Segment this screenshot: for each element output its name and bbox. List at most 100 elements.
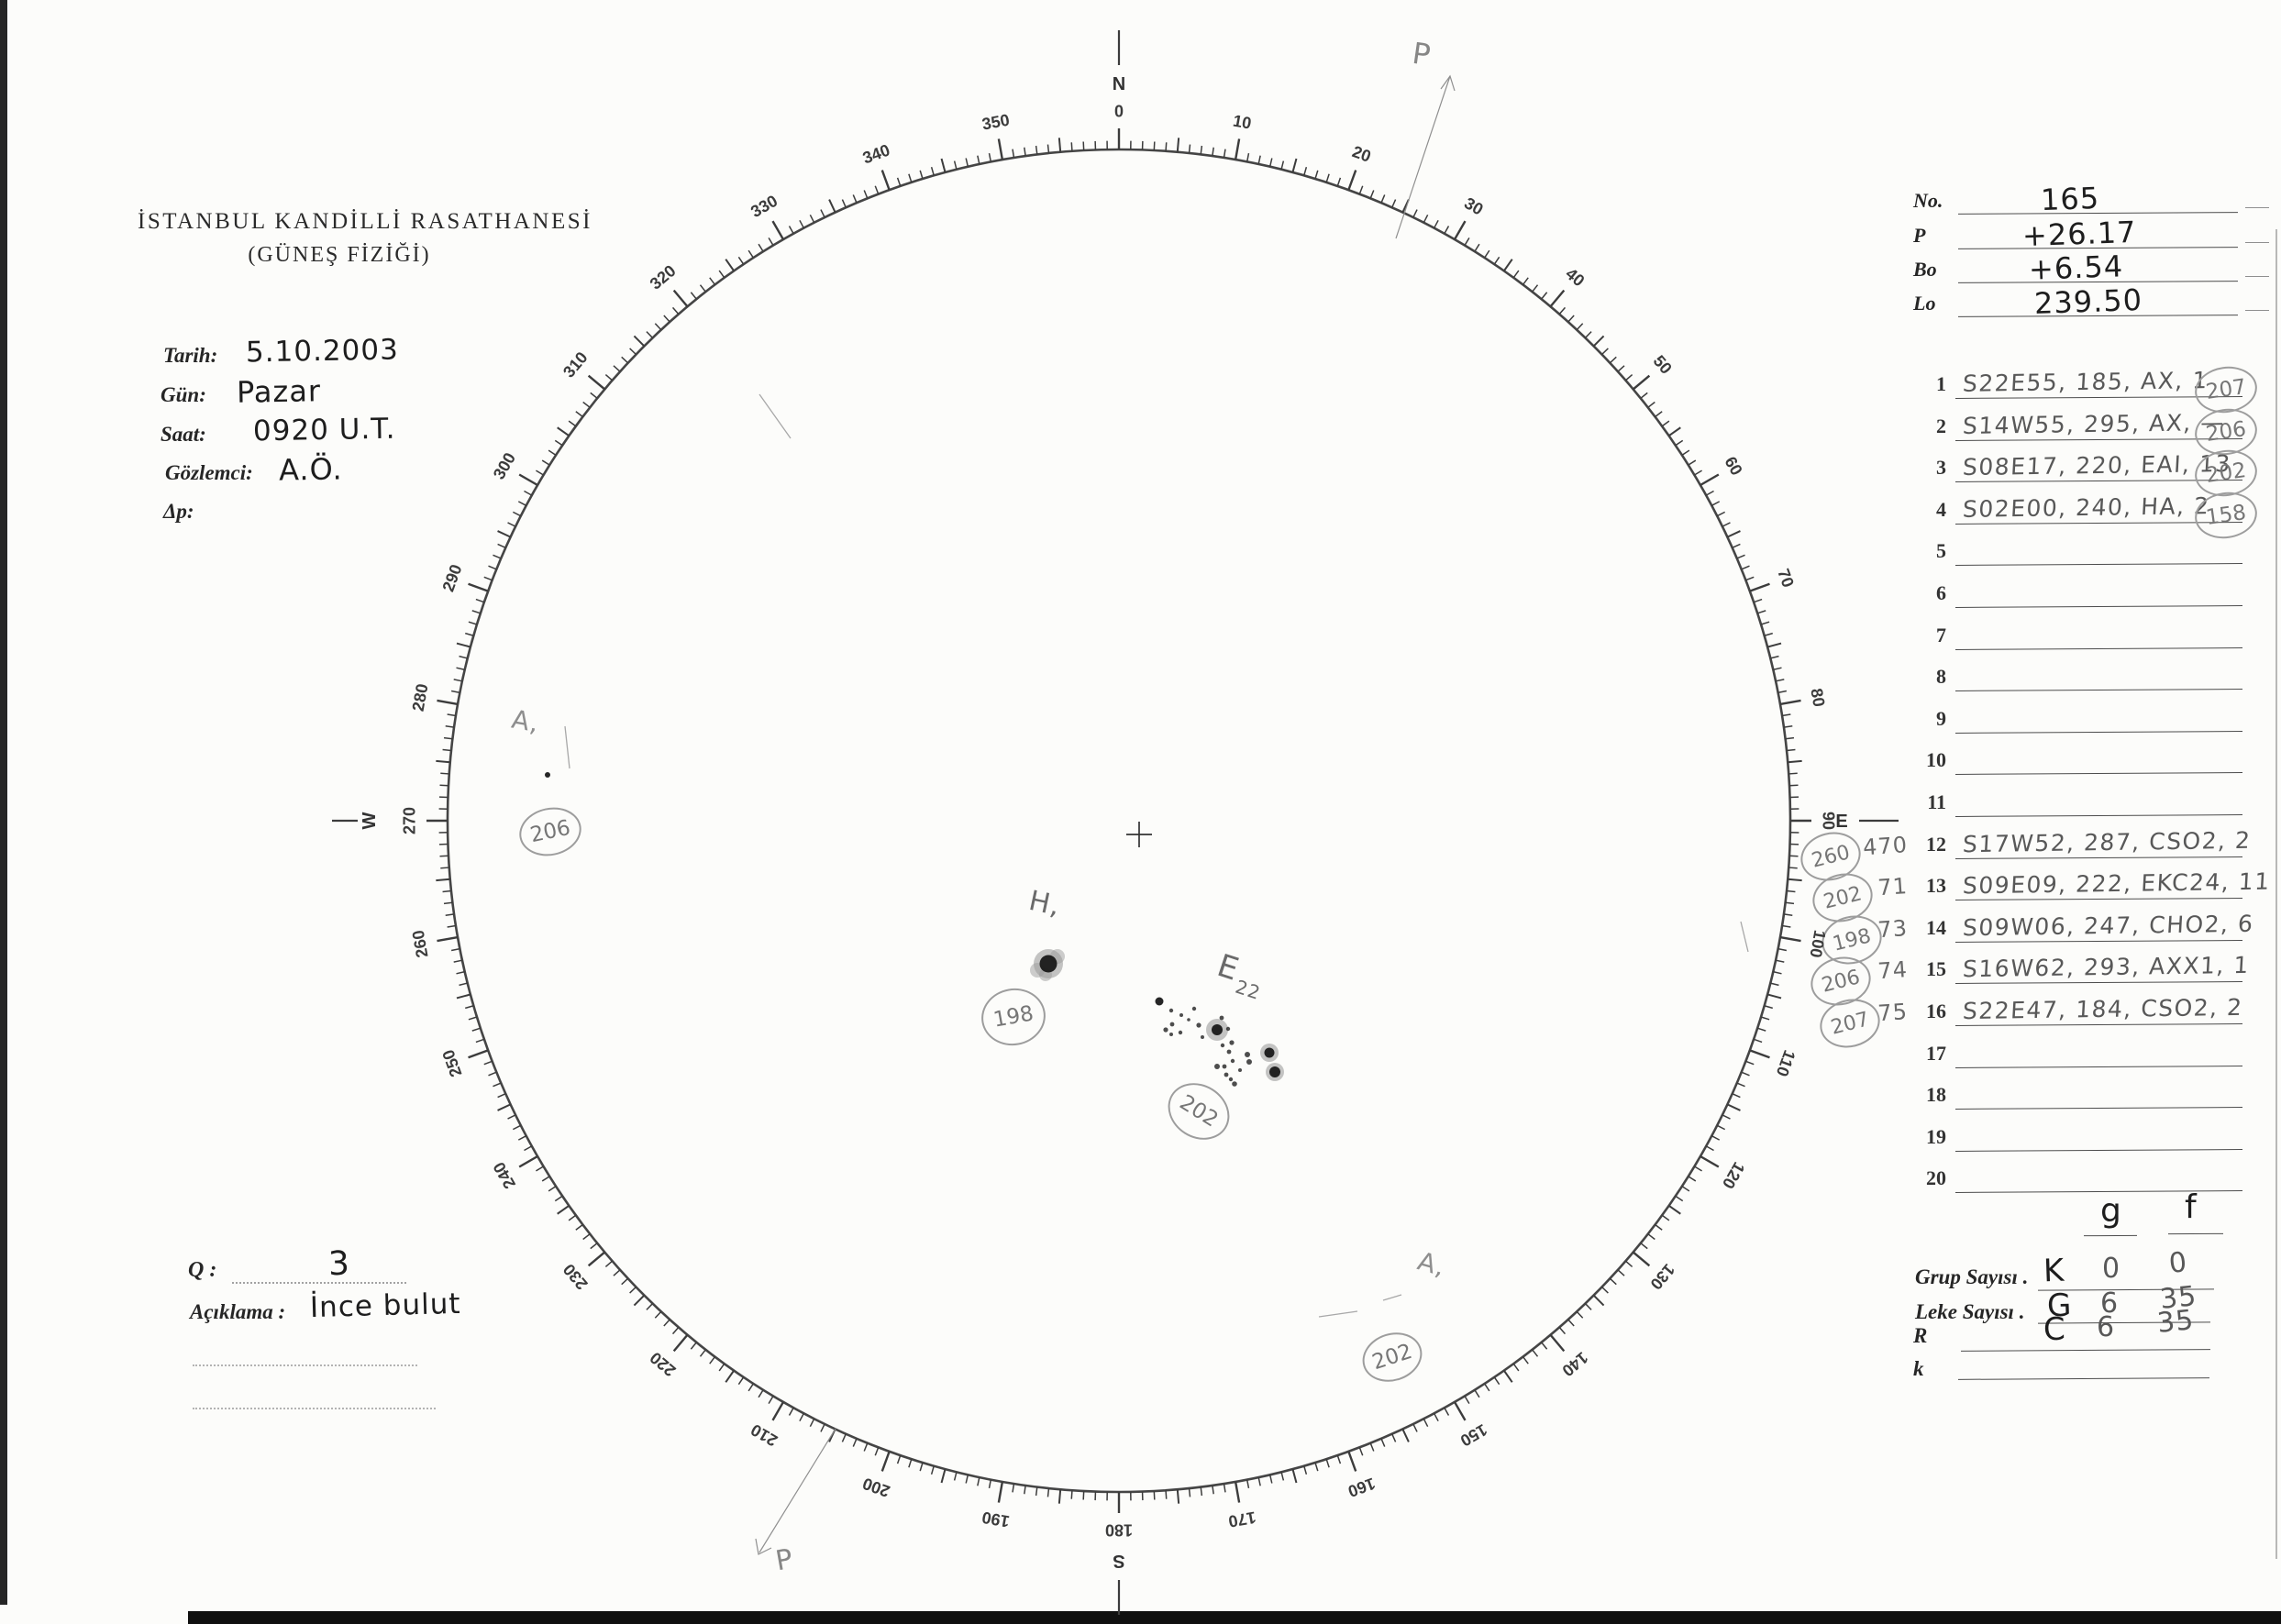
degree-tick xyxy=(633,1294,646,1307)
degree-tick xyxy=(718,1363,725,1372)
degree-tick xyxy=(1401,1428,1410,1442)
degree-tick xyxy=(1291,1468,1298,1484)
degree-tick xyxy=(459,982,468,987)
degree-tick xyxy=(1433,219,1439,229)
degree-tick xyxy=(459,655,468,659)
degree-tick xyxy=(1640,392,1648,399)
degree-tick xyxy=(1770,655,1779,659)
degree-tick xyxy=(1632,1251,1651,1267)
degree-tick xyxy=(1165,142,1168,151)
degree-label: 90 xyxy=(1820,812,1838,830)
degree-tick xyxy=(1617,365,1625,372)
degree-tick xyxy=(1325,1458,1330,1468)
degree-tick xyxy=(1773,970,1782,975)
degree-tick xyxy=(977,155,980,165)
degree-tick xyxy=(1336,177,1342,187)
totals-col-header-g: g xyxy=(2100,1192,2122,1230)
degree-tick xyxy=(1640,1243,1648,1250)
degree-tick xyxy=(518,1154,538,1168)
sunspot xyxy=(1269,1066,1280,1077)
degree-tick xyxy=(874,1447,880,1456)
degree-tick xyxy=(690,292,697,300)
sunspot xyxy=(1212,1024,1223,1035)
degree-tick xyxy=(1741,565,1750,570)
degree-tick xyxy=(1749,1049,1770,1059)
sunspot-speck xyxy=(1163,1027,1168,1033)
degree-tick xyxy=(1223,1483,1226,1493)
degree-tick xyxy=(1785,901,1795,905)
degree-tick xyxy=(1303,167,1308,176)
degree-tick xyxy=(1756,610,1766,614)
row-number: 7 xyxy=(1936,623,1946,646)
sunspot-speck xyxy=(1222,1064,1227,1069)
degree-tick xyxy=(613,1269,621,1276)
degree-tick xyxy=(896,177,902,187)
degree-label: 310 xyxy=(559,348,592,381)
degree-tick xyxy=(1777,947,1788,952)
degree-tick xyxy=(1176,1489,1180,1504)
degree-tick xyxy=(1688,1176,1697,1182)
degree-tick xyxy=(1785,736,1795,740)
degree-tick xyxy=(654,323,662,331)
degree-tick xyxy=(737,1376,745,1386)
degree-tick xyxy=(1781,713,1791,717)
sunspot-speck xyxy=(1230,1058,1235,1064)
degree-tick xyxy=(1391,1433,1397,1442)
degree-tick xyxy=(672,1333,689,1353)
degree-tick xyxy=(1726,1103,1741,1111)
degree-tick xyxy=(575,411,583,418)
degree-tick xyxy=(436,878,450,882)
degree-tick xyxy=(575,1223,583,1231)
degree-tick xyxy=(771,220,785,240)
degree-tick xyxy=(1391,199,1397,208)
degree-tick xyxy=(809,214,815,224)
degree-tick xyxy=(997,1481,1004,1503)
degree-tick xyxy=(1786,889,1796,893)
degree-tick xyxy=(1788,878,1802,882)
row-number: 11 xyxy=(1927,790,1946,813)
degree-tick xyxy=(709,277,716,285)
sunspot-speck xyxy=(1187,1018,1190,1022)
degree-tick xyxy=(1358,1447,1364,1456)
degree-tick xyxy=(699,284,706,293)
degree-tick xyxy=(468,621,478,625)
degree-tick xyxy=(1412,209,1418,218)
degree-tick xyxy=(443,736,453,740)
degree-tick xyxy=(1601,1286,1609,1294)
degree-tick xyxy=(456,993,471,1000)
ephemeris-label-3: Lo xyxy=(1913,292,1936,315)
sunspot xyxy=(545,772,550,778)
degree-tick xyxy=(445,913,455,916)
degree-tick xyxy=(440,867,449,869)
degree-tick xyxy=(1464,1396,1470,1404)
degree-label: 190 xyxy=(980,1508,1011,1530)
sunspot xyxy=(1264,1047,1275,1058)
degree-label: 300 xyxy=(490,449,519,482)
degree-tick xyxy=(725,259,735,271)
row-number: 17 xyxy=(1926,1041,1946,1065)
degree-tick xyxy=(512,1124,522,1131)
degree-tick xyxy=(1609,356,1617,364)
totals-value1-2: 6 xyxy=(2097,1311,2116,1343)
degree-tick xyxy=(517,501,527,507)
degree-tick xyxy=(554,1195,563,1202)
degree-tick xyxy=(1788,759,1802,764)
scan-crease-right xyxy=(2275,229,2277,1559)
degree-tick xyxy=(758,1389,764,1398)
degree-tick xyxy=(1773,667,1782,671)
degree-tick xyxy=(1726,530,1741,538)
degree-tick xyxy=(1024,1485,1026,1495)
row-number: 16 xyxy=(1926,1000,1946,1022)
degree-tick xyxy=(1681,449,1690,456)
degree-tick xyxy=(1749,582,1770,592)
degree-tick xyxy=(465,632,474,636)
degree-tick xyxy=(1624,373,1633,381)
degree-tick xyxy=(1655,1223,1663,1231)
degree-tick xyxy=(919,1462,924,1472)
degree-tick xyxy=(1661,420,1670,427)
degree-label: 10 xyxy=(1232,111,1253,132)
axis-arrow-top xyxy=(1440,74,1456,92)
degree-tick xyxy=(1766,642,1782,648)
degree-tick xyxy=(718,270,725,279)
